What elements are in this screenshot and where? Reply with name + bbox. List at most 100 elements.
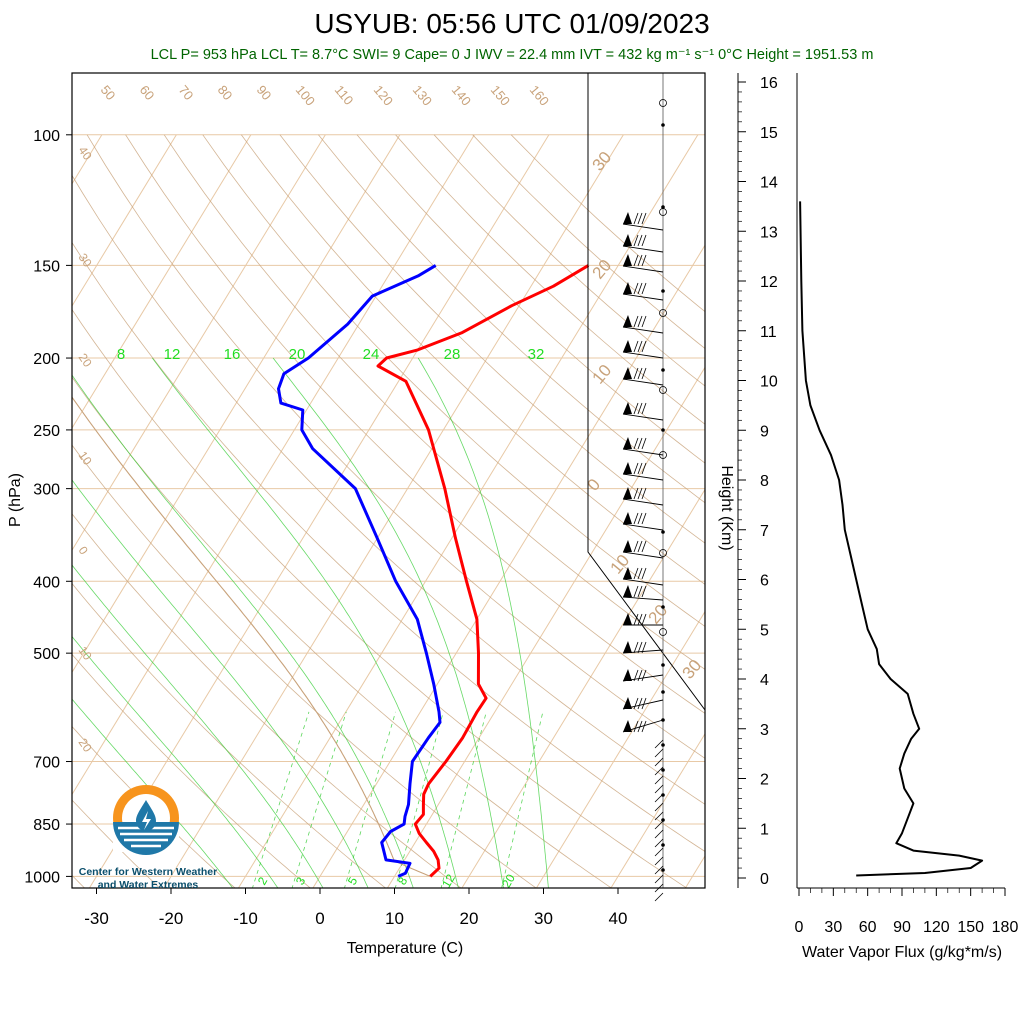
mixing-ratio-line — [440, 711, 487, 888]
wind-barb-feather — [637, 315, 643, 328]
wind-level-dot — [661, 605, 665, 609]
wind-barb-feather — [633, 462, 639, 475]
moist-adiabat-label: 12 — [164, 346, 181, 363]
wind-level-dot — [661, 368, 665, 372]
wind-barb-pennant — [623, 340, 632, 352]
wind-barb — [622, 697, 664, 710]
wind-level-dot — [661, 793, 665, 797]
flux-tick-label: 120 — [923, 919, 950, 936]
wind-barb-feather — [633, 567, 639, 580]
temperature-tick-label: 30 — [534, 909, 553, 928]
pressure-tick-label: 850 — [33, 817, 60, 834]
wind-barb-feather — [641, 437, 647, 450]
wind-barb-feather — [633, 254, 639, 267]
wind-barb — [622, 340, 664, 359]
wind-barb-feather — [641, 613, 647, 626]
height-tick-label: 15 — [760, 125, 778, 142]
dry-adiabat-label: 10 — [76, 449, 95, 468]
wind-barb — [622, 641, 664, 654]
dry-adiabat-line — [125, 134, 705, 714]
wind-barb-feather — [637, 720, 643, 733]
dry-adiabat-line — [72, 582, 387, 888]
wind-barb-staff — [622, 448, 664, 456]
wind-barb-pennant — [623, 462, 632, 474]
wind-barb-feather — [641, 512, 647, 525]
temperature-tick-label: 20 — [460, 909, 479, 928]
skew-temp-label: 90 — [254, 82, 275, 103]
wind-barb-pennant — [623, 367, 632, 379]
dry-adiabat-line — [72, 174, 705, 805]
temperature-profile-line — [376, 264, 590, 878]
height-tick-label: 10 — [760, 374, 778, 391]
temperature-tick-label: 40 — [609, 909, 628, 928]
dry-adiabat-line — [318, 134, 705, 504]
wind-barb-feather — [641, 462, 647, 475]
wind-barb-feather — [637, 234, 643, 247]
wind-calm-circle — [659, 309, 667, 317]
height-tick-label: 11 — [760, 324, 777, 341]
wind-barb-pennant — [623, 487, 632, 499]
height-tick-label: 0 — [760, 871, 769, 888]
dry-adiabat-line — [72, 241, 705, 852]
wind-barb-feather — [641, 487, 647, 500]
wind-barb-pennant — [623, 585, 632, 597]
wind-barb-staff — [622, 578, 664, 586]
wind-barb-low — [654, 820, 664, 830]
wind-barb-feather — [641, 254, 647, 267]
wind-barb-pennant — [623, 315, 632, 327]
wind-column-boundary — [587, 73, 706, 888]
flux-tick-label: 180 — [992, 919, 1019, 936]
wind-barb-staff — [622, 378, 664, 386]
water-vapor-flux-line — [799, 201, 984, 877]
wind-barb-feather — [633, 367, 639, 380]
dry-adiabat-line — [86, 134, 705, 759]
skew-temp-label: 120 — [371, 82, 396, 108]
mixing-ratio-line — [252, 711, 310, 888]
wind-barb-feather — [633, 437, 639, 450]
flux-tick-label: 90 — [893, 919, 911, 936]
wind-level-dot — [661, 205, 665, 209]
wind-barb-feather — [633, 212, 639, 225]
skew-temp-label: 150 — [488, 82, 513, 108]
moist-adiabat-line — [72, 479, 369, 888]
wind-barb-feather — [637, 282, 643, 295]
flux-tick-label: 60 — [859, 919, 877, 936]
wind-barb — [622, 669, 664, 682]
wind-barb-pennant — [623, 212, 632, 224]
wind-barb-feather — [633, 512, 639, 525]
height-tick-label: 14 — [760, 175, 778, 192]
wind-barb-pennant — [623, 282, 632, 294]
isotherm-line — [72, 134, 177, 307]
skew-temp-label: 100 — [293, 82, 318, 108]
flux-tick-label: 150 — [957, 919, 984, 936]
wind-barb-pennant — [623, 567, 632, 579]
height-tick-label: 4 — [760, 672, 769, 689]
isotherm-line — [72, 134, 401, 674]
wind-barb-feather — [633, 340, 639, 353]
height-tick-label: 2 — [760, 772, 769, 789]
dry-adiabat-line — [72, 376, 613, 888]
wind-barb-low — [654, 829, 664, 839]
wind-barb-low — [654, 757, 664, 767]
wind-barb-staff — [622, 596, 664, 601]
wind-barb-feather — [637, 540, 643, 553]
flux-tick-label: 30 — [824, 919, 842, 936]
temperature-tick-label: 0 — [315, 909, 324, 928]
wind-barb-low — [654, 892, 664, 902]
wind-barb — [622, 487, 664, 506]
skew-temp-label: 60 — [137, 82, 158, 103]
dry-adiabat-line — [72, 799, 161, 888]
height-tick-label: 8 — [760, 473, 769, 490]
wind-barb-feather — [641, 315, 647, 328]
wind-barb — [622, 540, 664, 559]
pressure-tick-label: 400 — [33, 574, 60, 591]
wind-barb — [622, 567, 664, 586]
moist-adiabat-label: 20 — [289, 346, 306, 363]
isotherm-line — [237, 134, 699, 888]
wind-barb-pennant — [623, 254, 632, 266]
wind-barb-feather — [633, 613, 639, 626]
pressure-tick-label: 300 — [33, 482, 60, 499]
wind-barb-feather — [633, 315, 639, 328]
wind-barb-pennant — [623, 234, 632, 246]
wind-barb-low — [654, 793, 664, 803]
